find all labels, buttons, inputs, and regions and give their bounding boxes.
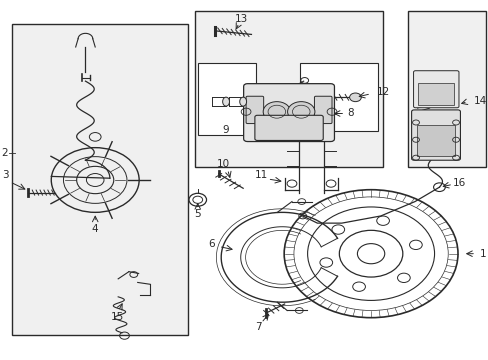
Bar: [197, 63, 256, 135]
Text: 14: 14: [473, 96, 486, 106]
Bar: [407, 11, 485, 167]
FancyBboxPatch shape: [413, 71, 458, 108]
Text: 6: 6: [208, 239, 214, 249]
Text: 8: 8: [346, 108, 353, 118]
Text: 7: 7: [255, 322, 262, 332]
FancyBboxPatch shape: [254, 115, 323, 140]
FancyBboxPatch shape: [243, 84, 334, 141]
Text: 12: 12: [376, 87, 389, 97]
FancyBboxPatch shape: [245, 96, 263, 123]
Text: 5: 5: [194, 209, 201, 219]
Bar: [195, 11, 383, 167]
Text: 2: 2: [1, 148, 8, 158]
Bar: [12, 24, 187, 334]
Circle shape: [263, 102, 290, 122]
Circle shape: [349, 93, 361, 102]
Text: 15: 15: [110, 312, 123, 321]
Text: 10: 10: [217, 159, 230, 169]
Text: 9: 9: [223, 125, 229, 135]
Text: 11: 11: [255, 170, 268, 180]
Text: 13: 13: [235, 14, 248, 24]
FancyBboxPatch shape: [314, 96, 331, 123]
Ellipse shape: [239, 97, 246, 106]
FancyBboxPatch shape: [417, 125, 454, 156]
Ellipse shape: [222, 97, 229, 106]
Text: 4: 4: [92, 224, 98, 234]
Bar: [300, 63, 378, 131]
Text: 1: 1: [479, 249, 486, 259]
Text: 16: 16: [451, 178, 465, 188]
Circle shape: [287, 102, 314, 122]
Text: 3: 3: [2, 170, 9, 180]
FancyBboxPatch shape: [411, 110, 460, 160]
FancyBboxPatch shape: [418, 83, 453, 104]
